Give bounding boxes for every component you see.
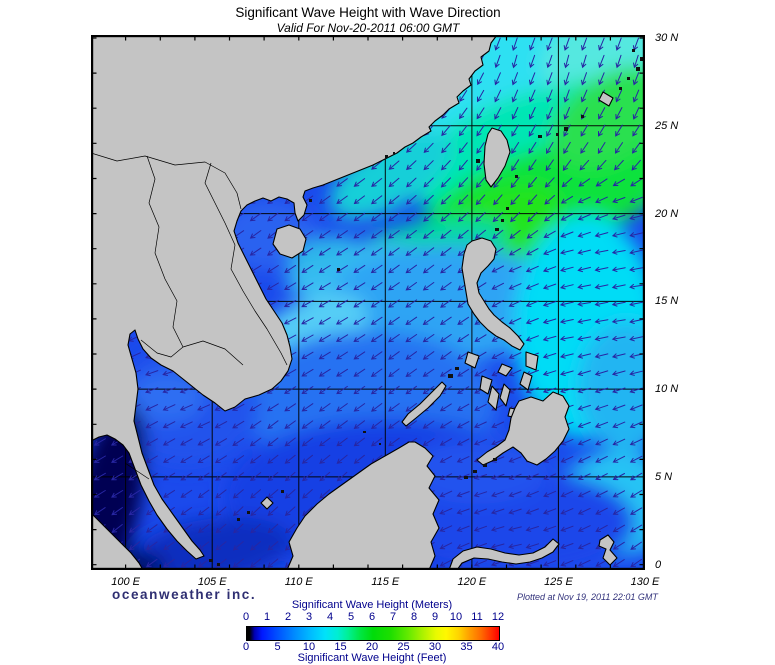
negros [487,385,500,411]
plotted-timestamp: Plotted at Nov 19, 2011 22:01 GMT [517,592,658,602]
lat-label: 20 N [655,207,679,220]
legend-meters-tick: 3 [305,611,313,623]
samar [525,351,539,371]
luzon [461,237,525,351]
asia-mainland [91,35,498,560]
mindanao [476,391,570,466]
palawan [401,381,447,427]
legend-meters-tick: 1 [263,611,271,623]
sumatra [91,512,144,570]
legend-meters-tick: 12 [491,611,505,623]
legend-meters-tick: 0 [242,611,250,623]
legend-feet-tick: 5 [274,641,281,653]
natuna [260,496,274,510]
small-islands [209,49,644,566]
valid-time-subtitle: Valid For Nov-20-2011 06:00 GMT [276,21,460,35]
lon-label: 120 E [457,576,487,588]
legend-meters-tick: 9 [431,611,439,623]
mindoro [464,351,480,369]
lon-label: 100 E [111,576,140,588]
legend-feet-tick: 30 [428,641,442,653]
lat-label: 30 N [655,31,679,44]
legend-meters-tick: 11 [471,611,483,623]
lon-label: 125 E [544,576,573,588]
leyte [519,371,533,391]
legend-meters-tick: 4 [326,611,334,623]
page-title: Significant Wave Height with Wave Direct… [235,5,501,20]
legend-feet-tick: 10 [302,641,316,653]
legend-feet-tick: 25 [397,641,410,653]
legend-meters-tick: 10 [449,611,463,623]
oceanweather-logo-text: oceanweather inc. [112,587,257,602]
legend-meters-tick: 2 [284,611,292,623]
taiwan [483,127,511,188]
lat-label: 25 N [655,119,679,132]
country-borders [91,152,288,480]
masbate [497,363,513,377]
wave-height-colorbar [246,626,500,641]
legend-feet-tick: 0 [242,641,250,653]
lon-label: 110 E [284,576,313,588]
lon-label: 115 E [371,576,400,588]
panay [479,375,493,395]
lat-label: 10 N [655,383,679,396]
lat-label: 15 N [655,295,679,308]
map-frame [91,35,645,570]
legend-feet-tick: 20 [365,641,379,653]
legend-title-meters: Significant Wave Height (Meters) [291,599,453,611]
lat-label: 5 N [655,470,673,483]
cebu [499,383,511,407]
legend-feet-tick: 35 [460,641,473,653]
halmahera [598,534,618,566]
legend-feet-tick: 40 [491,641,505,653]
wave-map [91,35,645,570]
legend-meters-tick: 6 [368,611,376,623]
hainan [272,224,307,259]
legend-title-feet: Significant Wave Height (Feet) [297,652,447,664]
legend-meters-tick: 7 [389,611,397,623]
land-layer [91,35,644,570]
sulawesi [448,538,560,570]
lon-label: 105 E [197,576,227,588]
lat-label: 0 [655,558,662,571]
borneo [286,441,440,570]
legend-meters-tick: 5 [347,611,355,623]
okinawa [598,91,614,107]
legend-feet-tick: 15 [334,641,347,653]
legend-meters-tick: 8 [410,611,418,623]
lon-label: 130 E [630,576,660,588]
